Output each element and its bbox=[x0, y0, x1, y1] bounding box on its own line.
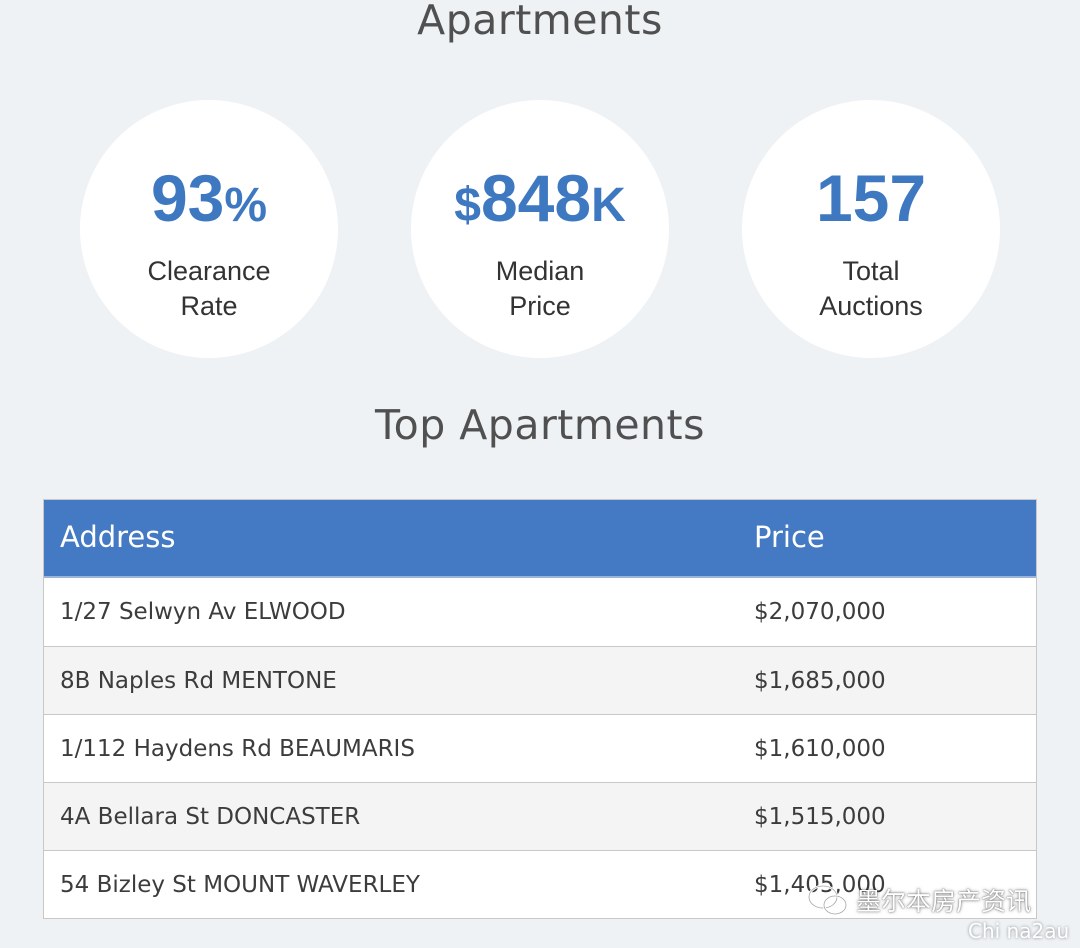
clearance-rate-stat: 93% Clearance Rate bbox=[80, 100, 338, 358]
address-cell: 1/27 Selwyn Av ELWOOD bbox=[60, 599, 346, 625]
table-row: 1/27 Selwyn Av ELWOOD $2,070,000 bbox=[44, 578, 1036, 646]
address-column-header: Address bbox=[60, 520, 176, 554]
price-cell: $1,685,000 bbox=[754, 668, 886, 694]
address-cell: 54 Bizley St MOUNT WAVERLEY bbox=[60, 872, 420, 898]
address-cell: 4A Bellara St DONCASTER bbox=[60, 804, 361, 830]
price-column-header: Price bbox=[754, 520, 825, 554]
table-row: 54 Bizley St MOUNT WAVERLEY $1,405,000 bbox=[44, 850, 1036, 918]
watermark: 墨尔本房产资讯 bbox=[806, 880, 1031, 920]
top-apartments-table: Address Price 1/27 Selwyn Av ELWOOD $2,0… bbox=[43, 499, 1037, 919]
watermark-subtext: Chi na2au bbox=[968, 919, 1070, 943]
price-cell: $1,610,000 bbox=[754, 736, 886, 762]
stat-value: $848K bbox=[454, 161, 626, 235]
table-header: Address Price bbox=[44, 500, 1036, 578]
stat-value: 157 bbox=[815, 161, 927, 235]
stat-label: Clearance Rate bbox=[147, 256, 271, 321]
table-row: 8B Naples Rd MENTONE $1,685,000 bbox=[44, 646, 1036, 714]
table-row: 4A Bellara St DONCASTER $1,515,000 bbox=[44, 782, 1036, 850]
section-title: Top Apartments bbox=[375, 401, 705, 449]
stat-value: 93% bbox=[150, 161, 268, 235]
median-price-stat: $848K Median Price bbox=[411, 100, 669, 358]
price-cell: $2,070,000 bbox=[754, 599, 886, 625]
wechat-icon bbox=[807, 884, 848, 916]
page-title: Apartments bbox=[417, 0, 663, 44]
price-cell: $1,515,000 bbox=[754, 804, 886, 830]
address-cell: 8B Naples Rd MENTONE bbox=[60, 668, 337, 694]
watermark-text: 墨尔本房产资讯 bbox=[856, 887, 1032, 916]
table-row: 1/112 Haydens Rd BEAUMARIS $1,610,000 bbox=[44, 714, 1036, 782]
stat-label: Median Price bbox=[495, 256, 585, 321]
address-cell: 1/112 Haydens Rd BEAUMARIS bbox=[60, 736, 415, 762]
stats-row: 93% Clearance Rate $848K Median Price 15… bbox=[0, 100, 1080, 358]
total-auctions-stat: 157 Total Auctions bbox=[742, 100, 1000, 358]
stat-label: Total Auctions bbox=[819, 256, 923, 321]
